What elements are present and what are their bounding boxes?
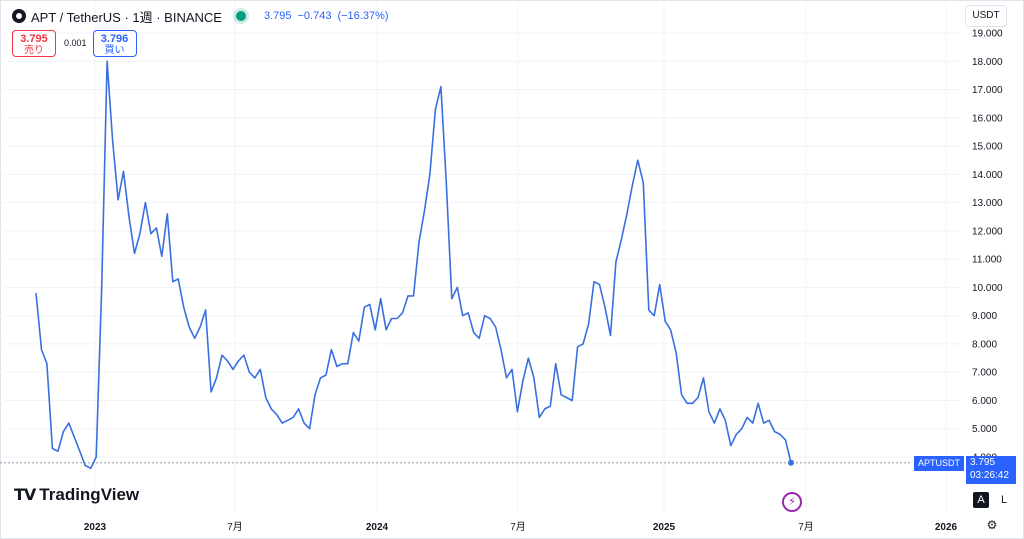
x-tick-label: 2026 — [935, 522, 958, 533]
x-tick-label: 7月 — [510, 521, 526, 533]
symbol-title[interactable]: APT / TetherUS · 1週 · BINANCE — [31, 9, 222, 25]
x-tick-label: 7月 — [227, 521, 243, 533]
bar-countdown: 03:26:42 — [970, 470, 1009, 481]
y-tick-label: 10.000 — [972, 283, 1003, 294]
log-scale-button[interactable]: L — [1000, 494, 1008, 506]
y-tick-label: 8.000 — [972, 339, 997, 350]
x-tick-label: 2024 — [366, 522, 389, 533]
currency-button[interactable]: USDT — [965, 5, 1007, 27]
y-tick-label: 11.000 — [972, 255, 1002, 266]
tv-logo-icon: 𝗧𝗩 — [14, 487, 36, 504]
y-tick-label: 13.000 — [972, 198, 1003, 209]
current-ticker-label: APTUSDT — [914, 456, 964, 471]
symbol-header: APT / TetherUS · 1週 · BINANCE 3.795 −0.7… — [12, 6, 395, 26]
price-change-pct: (−16.37%) — [337, 10, 389, 22]
x-tick-label: 2023 — [84, 522, 107, 533]
x-axis: 2023 7月 2024 7月 2025 7月 2026 — [84, 521, 958, 533]
y-tick-label: 12.000 — [972, 226, 1003, 237]
y-tick-label: 17.000 — [972, 85, 1003, 96]
brand-name: TradingView — [39, 485, 140, 504]
current-price: 3.795 — [970, 457, 996, 468]
price-change: −0.743 — [297, 10, 332, 22]
y-tick-label: 19.000 — [972, 29, 1003, 40]
y-tick-label: 14.000 — [972, 170, 1003, 181]
y-tick-label: 7.000 — [972, 368, 997, 379]
grid — [4, 0, 960, 512]
spread: 0.001 — [64, 38, 87, 48]
flash-icon[interactable]: ⚡ — [782, 492, 802, 512]
y-tick-label: 9.000 — [972, 311, 997, 322]
gear-icon[interactable]: ⚙ — [986, 518, 998, 532]
last-point — [788, 459, 794, 466]
x-tick-label: 7月 — [798, 521, 814, 533]
sell-label: 売り — [24, 45, 44, 56]
y-tick-label: 18.000 — [972, 57, 1003, 68]
apt-logo-icon — [12, 9, 26, 23]
y-tick-label: 5.000 — [972, 424, 997, 435]
trade-panel: 3.795 売り 0.001 3.796 買い — [12, 30, 137, 57]
buy-price: 3.796 — [100, 33, 129, 45]
current-price-box: 3.795 03:26:42 — [966, 456, 1016, 484]
buy-label: 買い — [104, 45, 125, 56]
market-open-icon — [235, 11, 246, 21]
y-axis: 19.000 18.000 17.000 16.000 15.000 14.000 13.0… — [972, 29, 1003, 464]
x-tick-label: 2025 — [653, 522, 676, 533]
series-line-aptusdt[interactable] — [35, 60, 792, 470]
y-tick-label: 15.000 — [972, 142, 1003, 153]
y-tick-label: 6.000 — [972, 396, 997, 407]
last-price: 3.795 — [263, 10, 292, 22]
auto-scale-button[interactable]: A — [973, 492, 989, 508]
buy-button[interactable]: 3.796 買い — [92, 30, 137, 57]
sell-button[interactable]: 3.795 売り — [12, 30, 56, 57]
tradingview-logo[interactable]: 𝗧𝗩 TradingView — [14, 485, 139, 505]
y-tick-label: 16.000 — [972, 113, 1003, 124]
sell-price: 3.795 — [20, 33, 48, 45]
